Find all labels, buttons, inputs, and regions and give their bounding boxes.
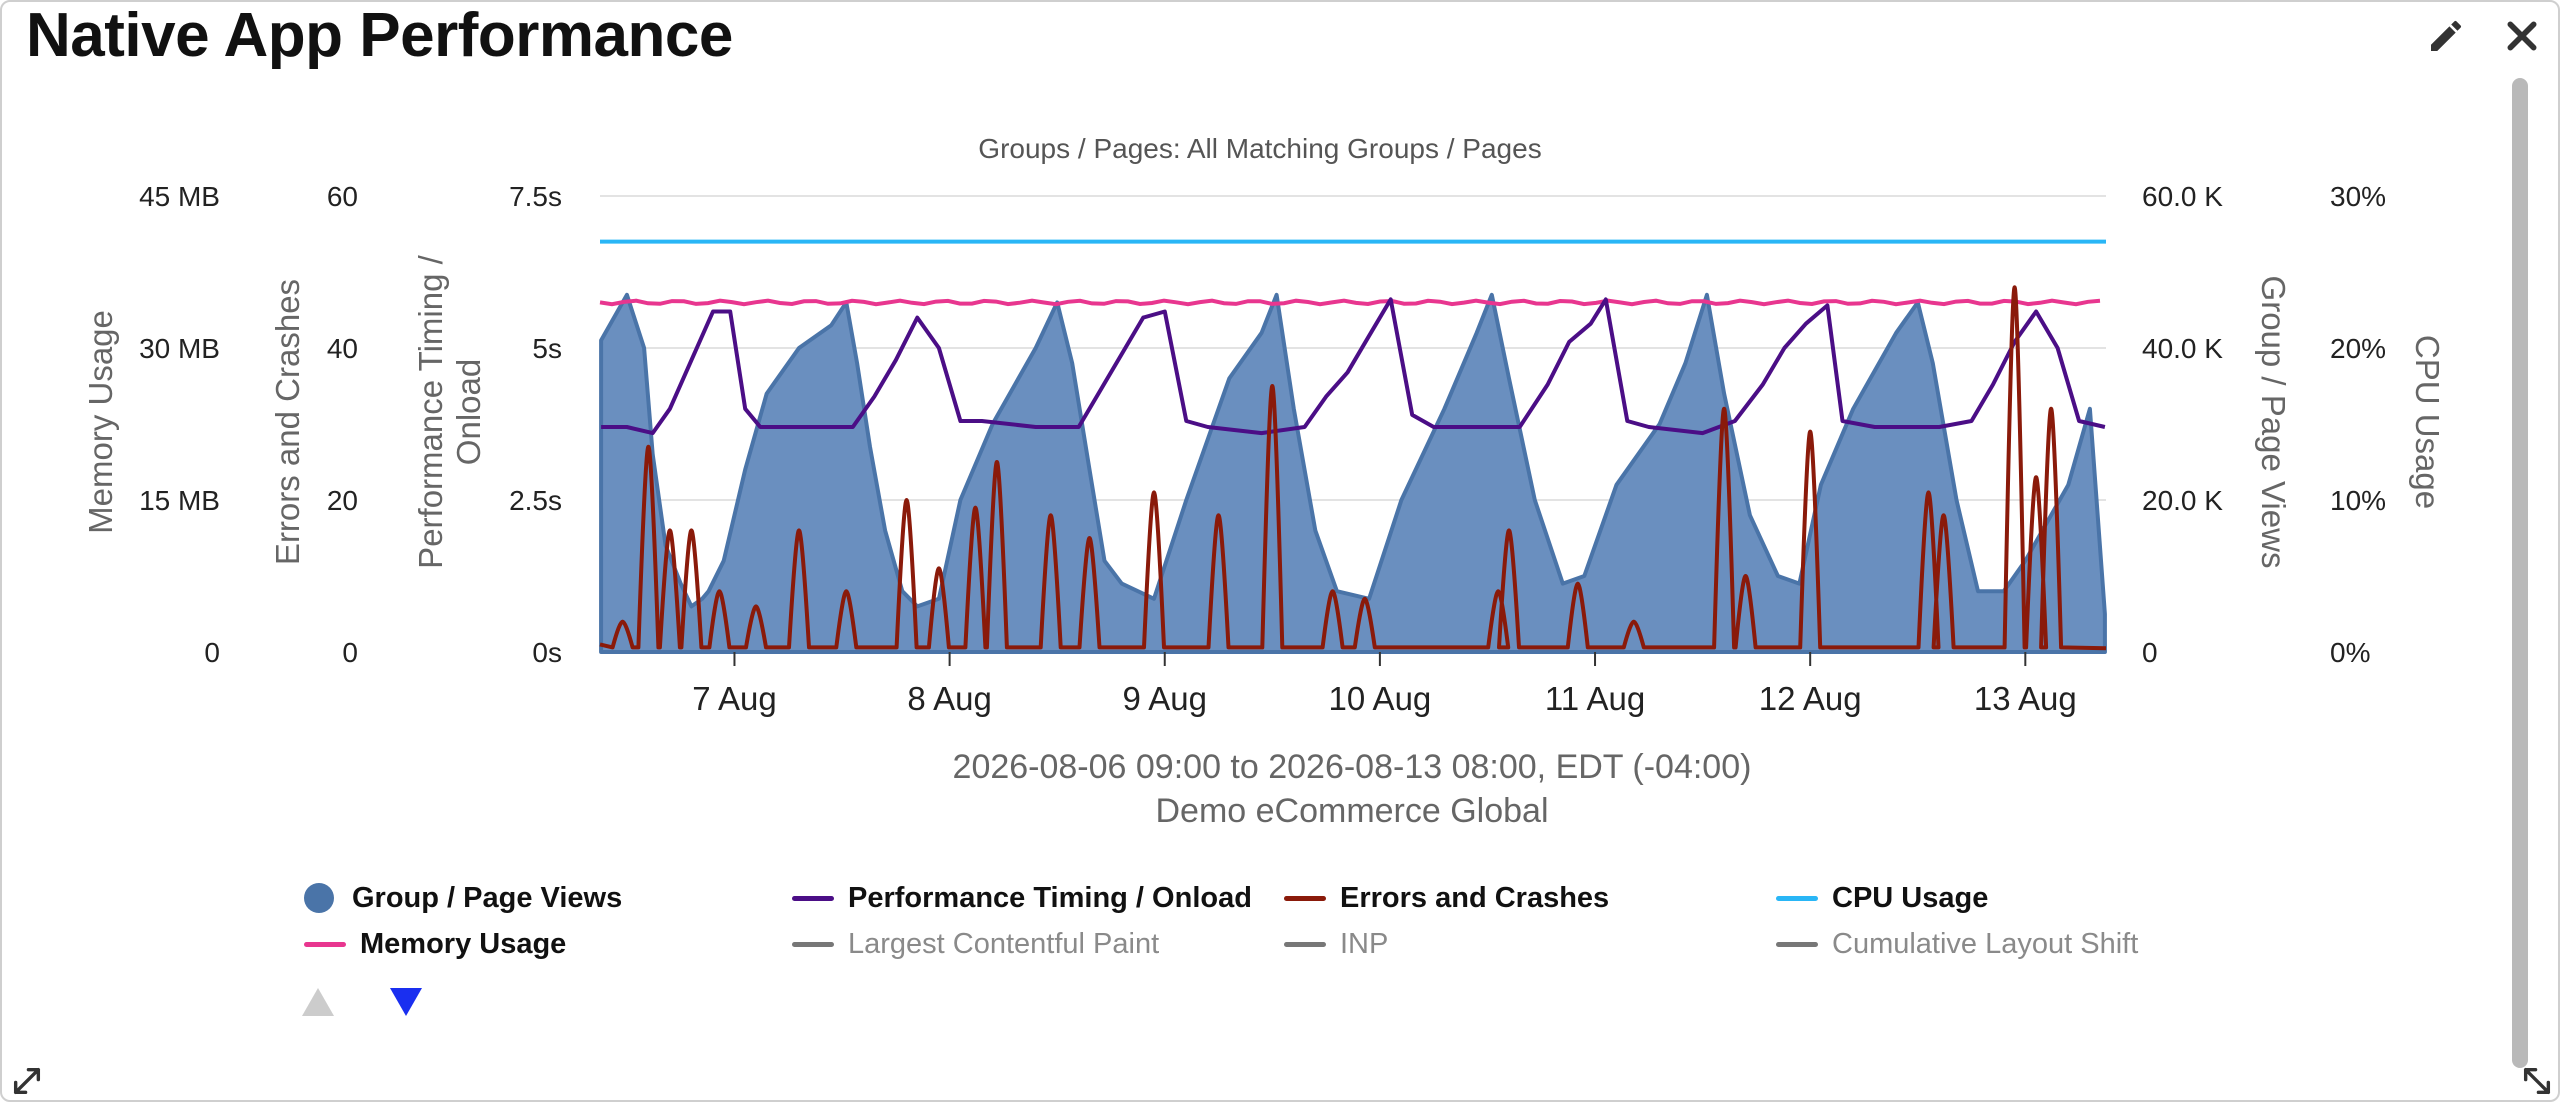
x-tick-label: 8 Aug xyxy=(907,680,991,717)
legend-item-cpu-usage[interactable]: CPU Usage xyxy=(1776,878,1988,918)
axis-tick-views: 0 xyxy=(2142,637,2158,668)
legend-label: CPU Usage xyxy=(1832,881,1989,914)
legend-swatch xyxy=(1284,941,1326,947)
axis-tick-errors: 60 xyxy=(327,181,358,212)
chart-subtitle: Demo eCommerce Global xyxy=(1155,792,1548,830)
legend-swatch xyxy=(1776,941,1818,947)
legend-swatch xyxy=(1284,895,1326,901)
axis-tick-memory: 15 MB xyxy=(139,485,220,516)
axis-tick-views: 20.0 K xyxy=(2142,485,2223,516)
legend-swatch xyxy=(792,895,834,901)
axis-tick-memory: 45 MB xyxy=(139,181,220,212)
chart-area: 0 15 MB 30 MB 45 MB 0 20 40 60 0s 2.5s 5s 7.5s 0 20.0… xyxy=(82,133,2446,830)
legend-label: Errors and Crashes xyxy=(1340,881,1610,914)
axis-tick-timing: 2.5s xyxy=(509,485,562,516)
pencil-icon[interactable] xyxy=(2426,16,2466,56)
legend-page-down-icon[interactable] xyxy=(386,982,426,1022)
legend-item-largest-contentful-paint[interactable]: Largest Contentful Paint xyxy=(792,924,1159,964)
vertical-scrollbar[interactable] xyxy=(2512,78,2528,1068)
views-area-layer xyxy=(599,292,2107,654)
legend-swatch xyxy=(304,883,334,913)
x-tick-label: 13 Aug xyxy=(1974,680,2077,717)
axis-tick-cpu: 20% xyxy=(2330,333,2386,364)
axis-tick-cpu: 10% xyxy=(2330,485,2386,516)
resize-handle-left-icon[interactable] xyxy=(10,1064,44,1098)
x-tick-label: 7 Aug xyxy=(692,680,776,717)
series-performance-timing xyxy=(601,297,2106,436)
series-memory-usage xyxy=(599,298,2101,307)
axis-tick-views: 60.0 K xyxy=(2142,181,2223,212)
x-tick-label: 12 Aug xyxy=(1759,680,1862,717)
x-tick-label: 11 Aug xyxy=(1545,680,1645,717)
axis-tick-errors: 20 xyxy=(327,485,358,516)
axis-tick-cpu: 0% xyxy=(2330,637,2370,668)
legend-label: Largest Contentful Paint xyxy=(848,927,1160,960)
axis-title-views: Group / Page Views xyxy=(2255,276,2292,569)
legend-swatch xyxy=(792,941,834,947)
series-group-page-views xyxy=(599,292,2107,654)
legend-item-cumulative-layout-shift[interactable]: Cumulative Layout Shift xyxy=(1776,924,2138,964)
legend-page-up-icon[interactable] xyxy=(298,982,338,1022)
axis-title-cpu: CPU Usage xyxy=(2409,335,2446,509)
x-tick-label: 10 Aug xyxy=(1329,680,1432,717)
axis-tick-memory: 30 MB xyxy=(139,333,220,364)
legend-label: Memory Usage xyxy=(360,927,567,960)
series-lines-layer xyxy=(599,239,2107,651)
axis-tick-errors: 0 xyxy=(342,637,358,668)
legend-label: Cumulative Layout Shift xyxy=(1832,927,2139,960)
chart-date-range: 2026-08-06 09:00 to 2026-08-13 08:00, ED… xyxy=(953,748,1752,786)
axis-tick-timing: 5s xyxy=(532,333,562,364)
axis-tick-timing: 0s xyxy=(532,637,562,668)
legend-label: Performance Timing / Onload xyxy=(848,881,1252,914)
axis-title-memory: Memory Usage xyxy=(82,310,119,534)
resize-handle-right-icon[interactable] xyxy=(2520,1064,2554,1098)
legend-label: Group / Page Views xyxy=(352,881,623,914)
legend-item-errors-crashes[interactable]: Errors and Crashes xyxy=(1284,878,1609,918)
axis-tick-timing: 7.5s xyxy=(509,181,562,212)
legend-swatch xyxy=(1776,895,1818,901)
legend-item-performance-timing[interactable]: Performance Timing / Onload xyxy=(792,878,1252,918)
x-tick-label: 9 Aug xyxy=(1123,680,1207,717)
axis-title-errors: Errors and Crashes xyxy=(269,279,306,565)
axes-layer: 0 15 MB 30 MB 45 MB 0 20 40 60 0s 2.5s 5s 7.5s 0 20.0… xyxy=(82,181,2446,717)
legend-item-memory-usage[interactable]: Memory Usage xyxy=(304,924,566,964)
legend-swatch xyxy=(304,941,346,947)
legend-label: INP xyxy=(1340,927,1389,960)
axis-tick-errors: 40 xyxy=(327,333,358,364)
series-errors-crashes xyxy=(599,285,2107,651)
axis-tick-cpu: 30% xyxy=(2330,181,2386,212)
close-icon[interactable] xyxy=(2502,16,2542,56)
legend-item-inp[interactable]: INP xyxy=(1284,924,1388,964)
legend-item-group-page-views[interactable]: Group / Page Views xyxy=(304,878,622,918)
axis-title-timing: Performance Timing /Onload xyxy=(412,254,487,568)
widget-title: Native App Performance xyxy=(26,1,733,70)
chart-title: Groups / Pages: All Matching Groups / Pa… xyxy=(978,133,1541,164)
axis-tick-memory: 0 xyxy=(204,637,220,668)
axis-tick-views: 40.0 K xyxy=(2142,333,2223,364)
